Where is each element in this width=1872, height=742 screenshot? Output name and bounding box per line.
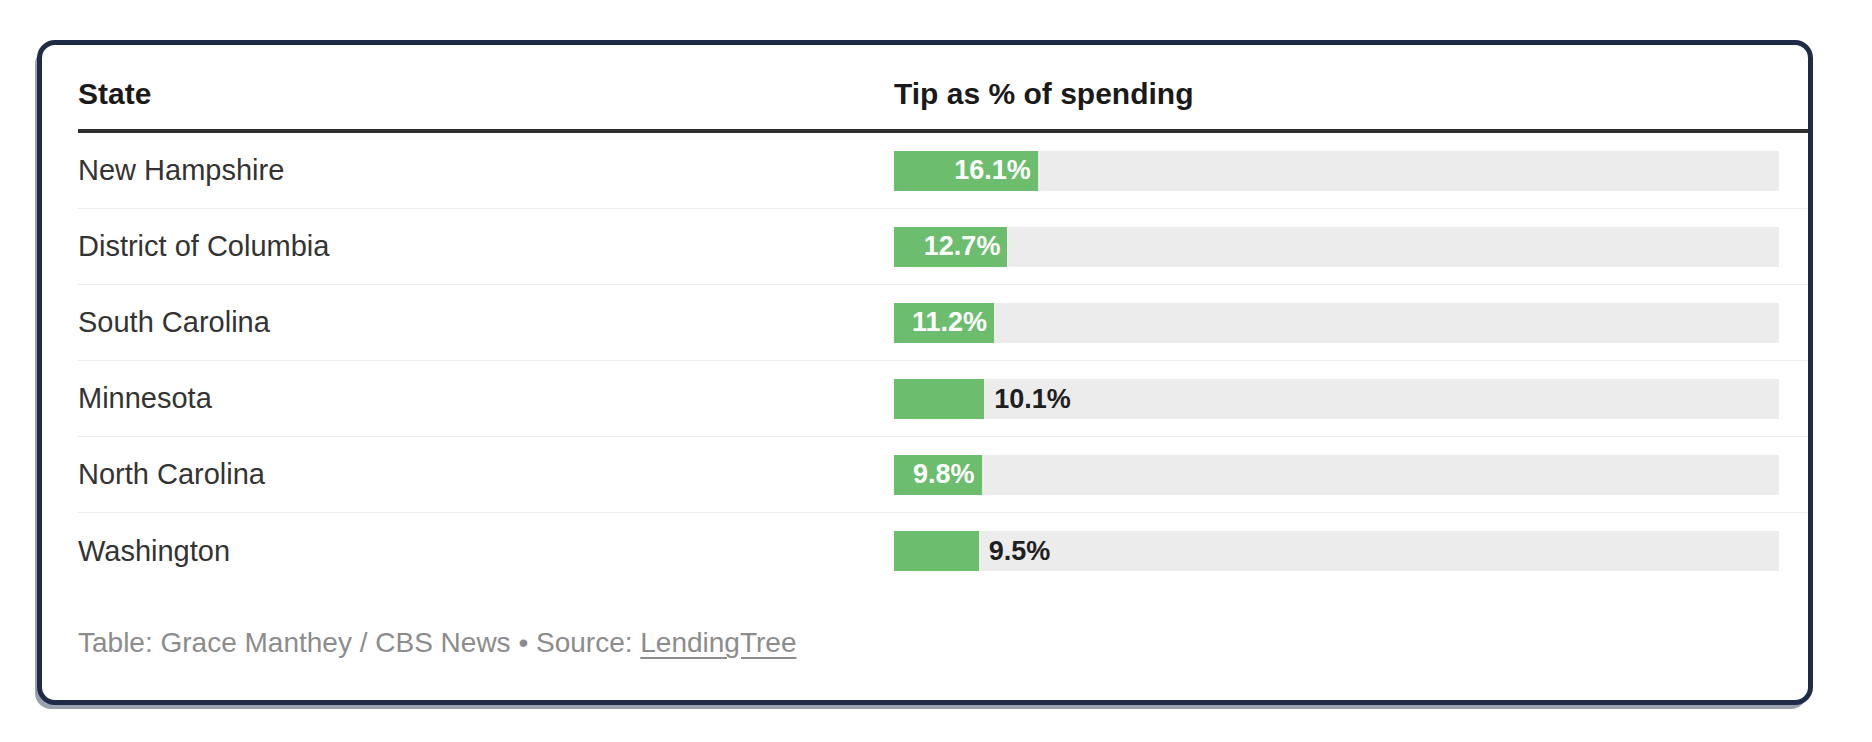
tip-table: State Tip as % of spending New Hampshire… — [78, 45, 1808, 589]
bar-track: 9.8% — [894, 455, 1779, 495]
column-header-state: State — [78, 77, 894, 129]
value-bar: 16.1% — [894, 151, 1038, 191]
value-label-inside: 16.1% — [954, 155, 1038, 186]
state-name: North Carolina — [78, 458, 894, 491]
bar-cell: 9.8% — [894, 455, 1808, 495]
bar-cell: 11.2% — [894, 303, 1808, 343]
value-bar — [894, 379, 984, 419]
value-bar: 9.8% — [894, 455, 982, 495]
table-row: New Hampshire 16.1% — [78, 133, 1808, 209]
state-name: Washington — [78, 535, 894, 568]
value-label-outside: 10.1% — [994, 383, 1071, 414]
attribution: Table: Grace Manthey / CBS News • Source… — [78, 627, 1768, 659]
column-header-tip: Tip as % of spending — [894, 77, 1808, 129]
table-header-row: State Tip as % of spending — [78, 45, 1808, 133]
bar-track: 16.1% — [894, 151, 1779, 191]
value-bar: 12.7% — [894, 227, 1007, 267]
table-row: Minnesota 10.1% — [78, 361, 1808, 437]
table-row: South Carolina 11.2% — [78, 285, 1808, 361]
bar-track: 11.2% — [894, 303, 1779, 343]
value-label-inside: 12.7% — [924, 231, 1008, 262]
table-row: North Carolina 9.8% — [78, 437, 1808, 513]
bar-cell: 10.1% — [894, 379, 1808, 419]
bar-cell: 12.7% — [894, 227, 1808, 267]
bar-cell: 9.5% — [894, 531, 1808, 571]
bar-track: 9.5% — [894, 531, 1779, 571]
table-row: District of Columbia 12.7% — [78, 209, 1808, 285]
state-name: District of Columbia — [78, 230, 894, 263]
state-name: Minnesota — [78, 382, 894, 415]
state-name: New Hampshire — [78, 154, 894, 187]
value-label-outside: 9.5% — [989, 536, 1051, 567]
table-row: Washington 9.5% — [78, 513, 1808, 589]
value-bar — [894, 531, 979, 571]
bar-cell: 16.1% — [894, 151, 1808, 191]
value-bar: 11.2% — [894, 303, 994, 343]
source-link[interactable]: LendingTree — [640, 627, 796, 658]
bar-track: 12.7% — [894, 227, 1779, 267]
table-body: New Hampshire 16.1% District of Columbia… — [78, 133, 1808, 589]
value-label-inside: 9.8% — [913, 459, 982, 490]
bar-track: 10.1% — [894, 379, 1779, 419]
state-name: South Carolina — [78, 306, 894, 339]
value-label-inside: 11.2% — [912, 307, 994, 338]
chart-card: State Tip as % of spending New Hampshire… — [37, 40, 1813, 705]
attribution-text: Table: Grace Manthey / CBS News • Source… — [78, 627, 640, 658]
